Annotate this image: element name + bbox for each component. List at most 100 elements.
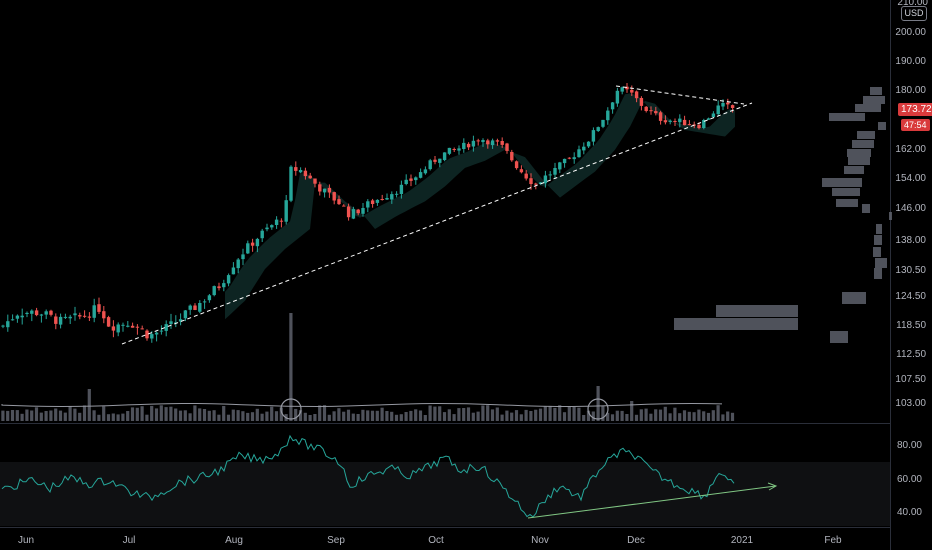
- volume-bar: [433, 406, 437, 421]
- candle-body: [625, 86, 629, 90]
- volume-bar: [476, 411, 480, 421]
- volume-bar: [327, 414, 331, 421]
- candle-body: [346, 206, 351, 218]
- candle-body: [466, 143, 471, 148]
- volume-bar: [486, 405, 490, 421]
- candle-body: [265, 227, 269, 230]
- candle-body: [356, 209, 360, 214]
- candle-body: [49, 310, 53, 315]
- candle-body: [682, 119, 687, 126]
- candle-body: [366, 201, 370, 208]
- candle-body: [68, 316, 72, 319]
- candle-body: [663, 120, 668, 123]
- volume-profile-bar: [829, 113, 865, 121]
- volume-profile-bar: [852, 140, 874, 148]
- volume-bar: [414, 409, 418, 421]
- candle-body: [630, 89, 634, 93]
- candle-body: [207, 295, 212, 301]
- candle-body: [716, 105, 720, 115]
- volume-bar: [692, 412, 696, 421]
- volume-bar: [615, 410, 619, 421]
- candle-body: [418, 172, 423, 178]
- volume-bar: [553, 407, 557, 421]
- candle-body: [97, 304, 101, 312]
- oscillator-line: [1, 434, 735, 518]
- candle-body: [678, 118, 682, 123]
- volume-bar: [582, 415, 586, 421]
- volume-bar: [706, 412, 711, 421]
- candle-body: [298, 170, 303, 173]
- moving-average-cloud: [225, 93, 735, 320]
- volume-bar: [630, 401, 634, 421]
- candle-body: [236, 259, 240, 269]
- candle-body: [481, 140, 485, 143]
- price-tick: 103.00: [895, 398, 926, 409]
- volume-bar: [289, 313, 293, 421]
- volume-bar: [274, 411, 279, 421]
- candle-body: [188, 305, 192, 310]
- candle-body: [591, 130, 596, 142]
- volume-bar: [524, 409, 528, 421]
- volume-bar: [332, 411, 336, 421]
- volume-bar: [1, 410, 5, 421]
- volume-bar: [346, 409, 351, 421]
- volume-bar: [178, 410, 183, 421]
- oscillator-tick: 60.00: [897, 474, 922, 485]
- volume-bar: [726, 411, 730, 421]
- candle-body: [558, 162, 562, 170]
- candle-body: [562, 158, 567, 164]
- volume-bar: [596, 386, 600, 421]
- price-tick: 210.00: [897, 0, 928, 8]
- candle-body: [1, 325, 5, 327]
- volume-bar: [30, 410, 34, 421]
- candle-body: [380, 199, 384, 200]
- volume-profile-bar: [863, 96, 885, 104]
- candle-body: [279, 220, 284, 222]
- candle-body: [145, 330, 149, 339]
- volume-bar: [255, 408, 259, 421]
- volume-bar: [447, 409, 451, 421]
- volume-bar: [92, 410, 96, 421]
- candle-body: [462, 142, 466, 149]
- volume-bar: [423, 415, 427, 421]
- time-label: Feb: [824, 535, 842, 546]
- candle-body: [471, 140, 476, 147]
- volume-bar: [572, 407, 576, 421]
- volume-profile-bar: [873, 247, 881, 257]
- candle-body: [500, 141, 504, 145]
- currency-unit-button[interactable]: USD: [901, 6, 927, 21]
- volume-bar: [548, 405, 552, 421]
- candle-body: [370, 200, 375, 204]
- volume-bar: [649, 413, 653, 421]
- bar-countdown-badge: 47:54: [901, 119, 930, 131]
- candle-body: [548, 174, 552, 176]
- candle-body: [582, 146, 586, 151]
- volume-bar: [135, 407, 139, 421]
- volume-bar: [356, 414, 360, 421]
- volume-bar: [342, 411, 346, 421]
- volume-highlight-marker: [280, 398, 302, 420]
- candle-body: [375, 199, 380, 203]
- volume-bar: [154, 408, 159, 421]
- volume-bar: [678, 413, 682, 421]
- volume-bar: [716, 405, 720, 421]
- volume-bar: [231, 409, 235, 421]
- candle-body: [78, 315, 82, 317]
- candle-body: [82, 315, 87, 317]
- volume-bar: [697, 409, 701, 421]
- volume-bar: [466, 407, 471, 421]
- volume-bar: [44, 411, 48, 421]
- time-label: Dec: [627, 535, 645, 546]
- time-label: Sep: [327, 535, 345, 546]
- candle-body: [58, 316, 63, 325]
- candle-body: [255, 238, 260, 247]
- candle-body: [399, 184, 404, 194]
- time-label: Nov: [531, 535, 549, 546]
- candle-body: [390, 194, 394, 200]
- volume-profile-bar: [844, 166, 864, 174]
- candle-body: [505, 143, 509, 151]
- volume-bar: [505, 410, 509, 421]
- volume-bar: [25, 409, 29, 421]
- volume-bar: [730, 412, 735, 421]
